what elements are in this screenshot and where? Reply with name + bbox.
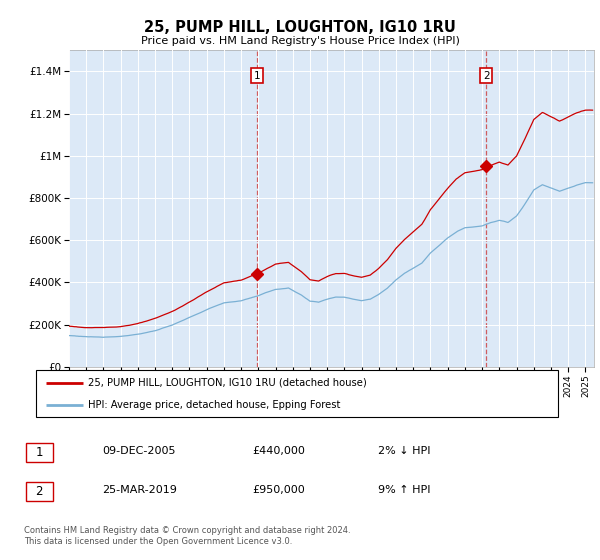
Text: £440,000: £440,000 xyxy=(252,446,305,456)
Text: 2: 2 xyxy=(35,485,43,498)
Text: 25-MAR-2019: 25-MAR-2019 xyxy=(102,485,177,495)
Text: £950,000: £950,000 xyxy=(252,485,305,495)
Text: Contains HM Land Registry data © Crown copyright and database right 2024.
This d: Contains HM Land Registry data © Crown c… xyxy=(24,526,350,546)
Text: 1: 1 xyxy=(254,71,260,81)
Text: 25, PUMP HILL, LOUGHTON, IG10 1RU (detached house): 25, PUMP HILL, LOUGHTON, IG10 1RU (detac… xyxy=(88,378,367,388)
Text: 1: 1 xyxy=(35,446,43,459)
Text: 25, PUMP HILL, LOUGHTON, IG10 1RU: 25, PUMP HILL, LOUGHTON, IG10 1RU xyxy=(144,20,456,35)
Text: Price paid vs. HM Land Registry's House Price Index (HPI): Price paid vs. HM Land Registry's House … xyxy=(140,36,460,46)
Text: 2: 2 xyxy=(483,71,490,81)
Text: 9% ↑ HPI: 9% ↑ HPI xyxy=(378,485,431,495)
Text: 09-DEC-2005: 09-DEC-2005 xyxy=(102,446,176,456)
Text: 2% ↓ HPI: 2% ↓ HPI xyxy=(378,446,431,456)
Text: HPI: Average price, detached house, Epping Forest: HPI: Average price, detached house, Eppi… xyxy=(88,400,341,410)
